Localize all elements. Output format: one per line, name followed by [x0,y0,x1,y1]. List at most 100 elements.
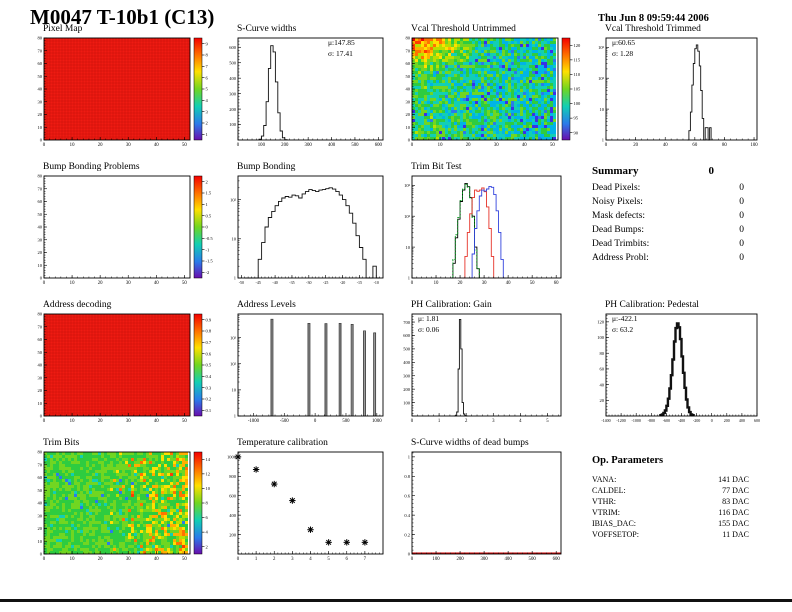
svg-text:300: 300 [480,557,488,562]
svg-text:60: 60 [600,367,605,372]
svg-text:5: 5 [546,419,549,424]
svg-text:100: 100 [432,557,440,562]
svg-text:400: 400 [229,76,237,81]
summary-row-value: 0 [739,225,744,235]
stat-mu: μ:60.65 [612,38,635,47]
svg-text:10: 10 [38,539,43,544]
svg-text:60: 60 [38,337,43,342]
svg-text:-1000: -1000 [248,419,260,424]
svg-text:40: 40 [406,87,411,92]
svg-text:0: 0 [408,552,411,557]
svg-text:-20: -20 [340,280,345,285]
ph-pedestal-title: PH Calibration: Pedestal [605,300,699,310]
svg-text:1000: 1000 [227,455,237,460]
svg-text:115: 115 [574,57,581,62]
svg-text:3: 3 [206,109,209,114]
svg-text:50: 50 [182,557,187,562]
svg-text:800: 800 [229,474,237,479]
op-param-value: 11 DAC [722,530,749,539]
svg-text:14: 14 [206,457,211,462]
svg-text:20: 20 [98,419,103,424]
ph-gain-title: PH Calibration: Gain [411,300,492,310]
panel-scurve-dead-bumps: S-Curve widths of dead bumps 0 100 200 300 4… [398,438,596,572]
svg-text:0.5: 0.5 [206,213,212,218]
op-param-label: VTHR: [592,497,616,506]
svg-text:60: 60 [406,61,411,66]
svg-text:100: 100 [229,122,237,127]
panel-address-decoding: Address decoding 0 10 20 30 40 50 0 10 20 30 40 50 6… [30,300,228,434]
summary-row-label: Noisy Pixels: [592,197,643,207]
svg-text:60: 60 [554,281,559,286]
svg-text:500: 500 [342,419,350,424]
summary-row: Noisy Pixels: 0 [592,195,744,209]
svg-text:1: 1 [408,455,410,460]
svg-text:0: 0 [43,419,46,424]
svg-text:105: 105 [574,87,582,92]
svg-text:70: 70 [406,48,411,53]
op-param-label: CALDEL: [592,486,626,495]
s-curve-widths-stats: μ:147.85 σ: 17.41 [328,37,355,60]
bump-bonding-problems-chart: 0 10 20 30 40 50 0 10 20 30 40 50 60 70 80 2 1.5 1 0.5 0 -0.… [30,173,224,287]
svg-text:10: 10 [438,143,443,148]
svg-text:30: 30 [38,513,43,518]
svg-text:30: 30 [126,557,131,562]
svg-text:-1.5: -1.5 [206,259,214,264]
svg-text:1: 1 [408,276,410,281]
svg-text:0: 0 [711,418,713,423]
panel-address-levels: Address Levels -1000 -500 0 500 1000 1 10 10² 10… [224,300,396,434]
summary-total: 0 [708,165,715,177]
svg-text:10: 10 [70,557,75,562]
svg-text:200: 200 [281,143,289,148]
panel-summary: Summary 0 Dead Pixels: 0 Noisy Pixels: 0… [592,162,792,299]
svg-text:1000: 1000 [372,419,382,424]
op-param-label: VANA: [592,475,617,484]
trim-bits-title: Trim Bits [43,438,80,448]
vcal-trimmed-stats: μ:60.65 σ: 1.28 [612,37,635,60]
op-param-value: 155 DAC [718,519,749,528]
svg-text:0.4: 0.4 [206,374,212,379]
address-levels-title: Address Levels [237,300,296,310]
svg-text:-1: -1 [206,247,210,252]
svg-text:1: 1 [206,202,208,207]
stat-mu: μ:-422.1 [612,314,638,323]
svg-text:-30: -30 [306,280,311,285]
svg-text:3: 3 [492,419,495,424]
svg-text:500: 500 [403,347,411,352]
svg-text:10: 10 [38,263,43,268]
svg-text:10: 10 [600,107,605,112]
svg-text:30: 30 [482,281,487,286]
trim-bits-chart: 0 10 20 30 40 50 0 10 20 30 40 50 60 70 80 14 12 10 8 6 4 2 [30,449,224,563]
svg-text:10: 10 [206,486,211,491]
op-parameter-row: VTHR: 83 DAC [592,496,749,507]
svg-text:40: 40 [154,557,159,562]
scurve-dead-bumps-chart: 0 100 200 300 400 500 600 0 0.2 0.4 0.6 0.8 1 [398,449,568,563]
op-param-value: 77 DAC [722,486,749,495]
svg-text:0.9: 0.9 [206,317,212,322]
svg-text:40: 40 [506,281,511,286]
svg-text:20: 20 [600,398,605,403]
svg-text:8: 8 [206,501,209,506]
svg-text:-10: -10 [374,280,379,285]
svg-text:-40: -40 [272,280,277,285]
svg-text:400: 400 [505,557,513,562]
svg-text:120: 120 [597,320,605,325]
svg-text:-35: -35 [289,280,294,285]
stat-sigma: σ: 17.41 [328,49,353,59]
svg-text:2: 2 [273,557,276,562]
svg-text:0.1: 0.1 [206,408,212,413]
svg-text:4: 4 [519,419,522,424]
panel-trim-bits: Trim Bits 0 10 20 30 40 50 0 10 20 30 40 50 60 70 80 14… [30,438,228,572]
svg-text:-45: -45 [256,280,261,285]
summary-row: Dead Pixels: 0 [592,181,744,195]
op-parameter-row: VANA: 141 DAC [592,474,749,485]
summary-title: Summary [592,165,639,177]
svg-text:300: 300 [229,91,237,96]
svg-text:20: 20 [406,112,411,117]
svg-text:10: 10 [232,237,237,242]
svg-text:200: 200 [403,387,411,392]
svg-text:0: 0 [43,557,46,562]
svg-text:9: 9 [206,41,209,46]
svg-text:40: 40 [154,419,159,424]
summary-row: Address Probl: 0 [592,251,744,265]
summary-row-label: Dead Bumps: [592,225,644,235]
